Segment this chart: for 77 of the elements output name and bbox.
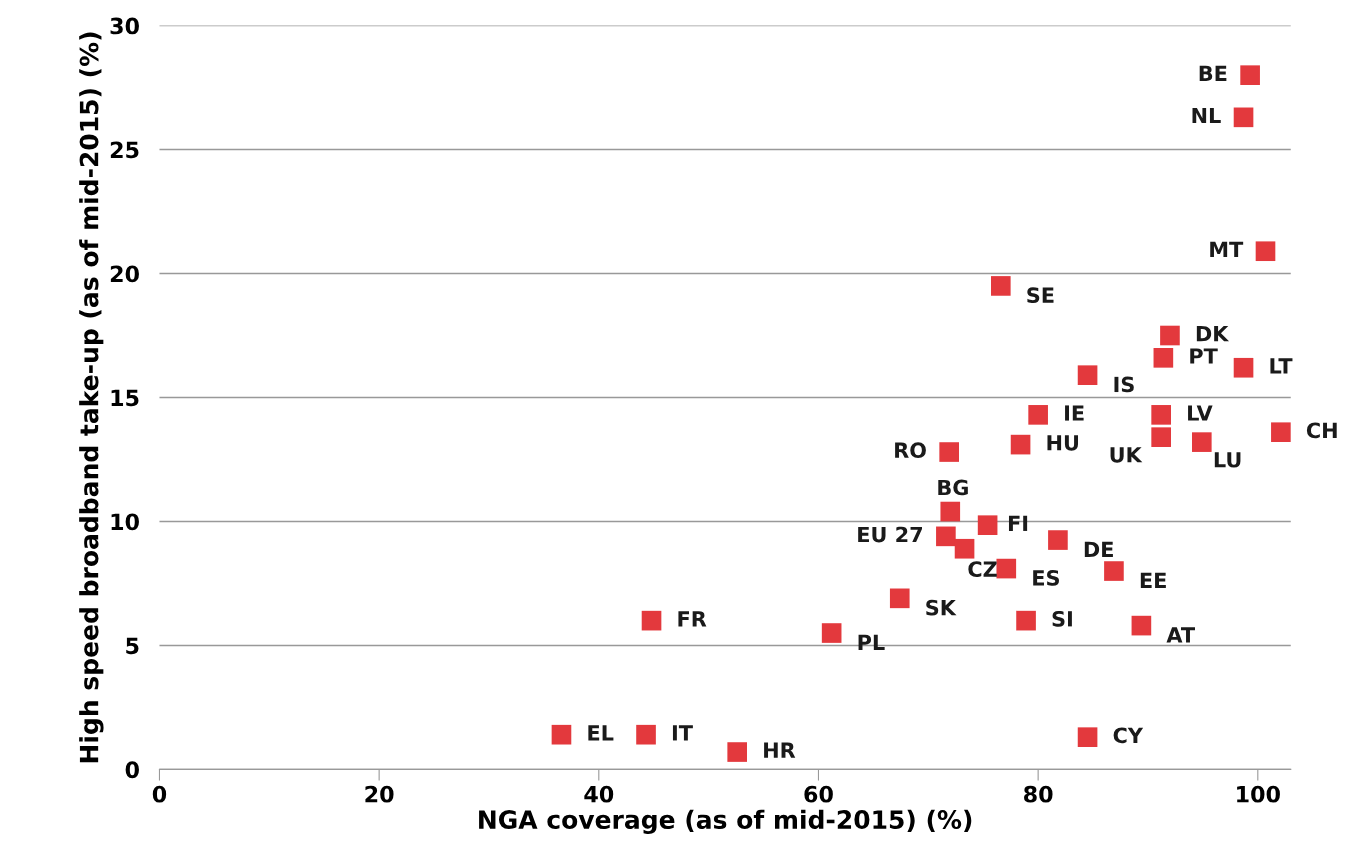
point — [1240, 65, 1260, 85]
point — [1153, 348, 1174, 368]
point — [1233, 107, 1254, 128]
annotation: RO — [895, 442, 926, 459]
x-tick-label: 40 — [584, 785, 614, 803]
annotation: HR — [764, 742, 796, 758]
annotation: EE — [1140, 572, 1166, 588]
annotation: CH — [1306, 422, 1337, 439]
point — [889, 588, 910, 609]
point — [1104, 561, 1124, 581]
point — [727, 742, 748, 762]
annotation: FI — [1008, 515, 1028, 531]
annotation: MT — [1210, 241, 1244, 257]
point — [1131, 615, 1152, 636]
point — [1077, 365, 1098, 385]
annotation: EL — [588, 725, 614, 741]
point — [940, 501, 961, 522]
point — [1233, 357, 1254, 378]
y-tick-label: 20 — [110, 265, 139, 283]
point — [1010, 434, 1031, 455]
point — [551, 724, 572, 745]
annotation: LT — [1270, 358, 1293, 374]
point — [1255, 241, 1276, 262]
annotation: SI — [1052, 610, 1072, 627]
annotation: LV — [1188, 405, 1213, 421]
point — [939, 442, 959, 462]
annotation: ES — [1033, 569, 1059, 586]
point — [936, 526, 956, 547]
point — [641, 610, 662, 631]
point — [1271, 422, 1291, 443]
point — [996, 558, 1017, 579]
point — [1028, 405, 1048, 425]
point — [636, 724, 656, 745]
point — [821, 623, 842, 643]
y-tick-label: 5 — [126, 637, 139, 655]
annotation: CZ — [968, 561, 997, 578]
annotation: BG — [938, 479, 968, 496]
point — [977, 515, 998, 536]
annotation: SK — [926, 599, 957, 616]
annotation: PT — [1190, 348, 1218, 364]
y-tick-label: 10 — [111, 513, 139, 531]
annotation: HU — [1047, 435, 1079, 451]
annotation: NL — [1192, 107, 1221, 124]
annotation: IT — [672, 725, 693, 741]
annotation: IS — [1114, 376, 1134, 393]
point — [1191, 432, 1212, 452]
point — [1160, 325, 1180, 346]
annotation: EU 27 — [858, 526, 922, 543]
y-tick-label: 15 — [111, 389, 139, 407]
point — [990, 276, 1011, 296]
annotation: AT — [1166, 627, 1195, 643]
x-tick-label: 60 — [804, 785, 833, 803]
annotation: FR — [678, 611, 707, 627]
y-tick-label: 0 — [125, 761, 139, 779]
point — [1151, 405, 1171, 425]
y-tick-label: 25 — [110, 141, 139, 159]
point — [1077, 727, 1098, 747]
x-tick-label: 80 — [1024, 785, 1053, 803]
x-tick-label: 0 — [152, 785, 167, 803]
point — [1151, 427, 1171, 447]
annotation: BE — [1199, 65, 1227, 81]
annotation: LU — [1214, 452, 1241, 468]
annotation: PL — [858, 634, 885, 650]
x-tick-label: 20 — [365, 785, 394, 803]
point — [1016, 610, 1036, 631]
point — [954, 538, 975, 559]
annotation: IE — [1065, 405, 1084, 421]
y-tick-label: 30 — [110, 17, 139, 35]
annotation: DE — [1084, 541, 1113, 557]
annotation: DK — [1196, 326, 1230, 342]
annotation: UK — [1110, 447, 1143, 463]
point — [1048, 530, 1068, 550]
x-axis-title: NGA coverage (as of mid-2015) (%) — [479, 809, 972, 835]
y-axis-title: High speed broadband take-up (as of mid-2015) (%) — [79, 32, 104, 763]
x-tick-label: 100 — [1237, 785, 1280, 803]
annotation: CY — [1113, 727, 1144, 744]
annotation: SE — [1027, 287, 1054, 304]
